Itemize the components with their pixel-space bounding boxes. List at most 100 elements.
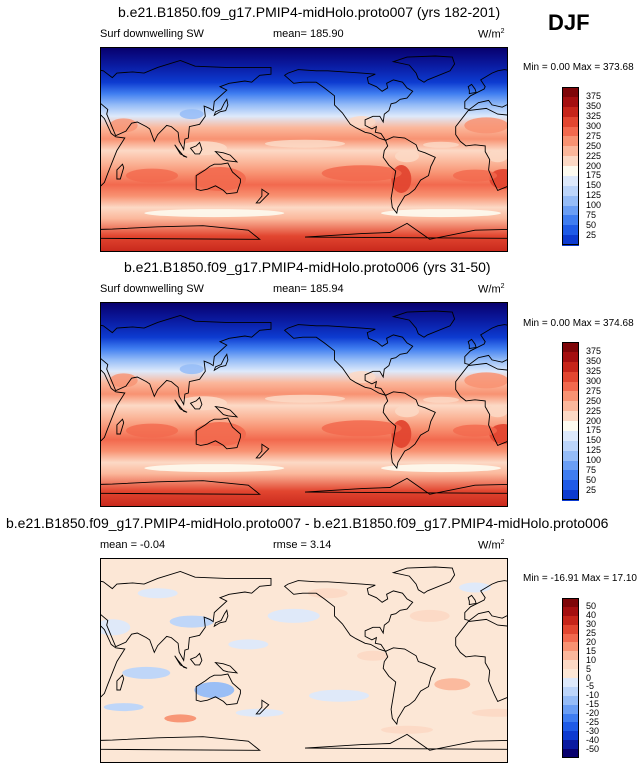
- feature-sahara: [464, 372, 507, 389]
- feature-australia-max: [194, 422, 246, 446]
- feature-amazon: [395, 150, 419, 163]
- panel3-coastlines: [101, 566, 507, 751]
- colorbar-tick-label: 200: [586, 415, 602, 426]
- coastline-uk: [467, 594, 477, 606]
- panel3-colorbar: [562, 598, 579, 759]
- colorbar-tick-label: 50: [586, 601, 597, 612]
- colorbar-segment: [562, 361, 579, 373]
- colorbar-tick-label: 100: [586, 200, 602, 210]
- coastline-africa: [455, 107, 507, 191]
- coastline-eurasia: [101, 315, 272, 406]
- colorbar-tick-label: 375: [586, 346, 602, 357]
- colorbar-segment: [562, 371, 579, 382]
- colorbar-tick-label: 30: [586, 619, 597, 630]
- panel1-field: [101, 48, 507, 251]
- coastline-eurasia: [464, 69, 507, 110]
- feature-diff-patch: [309, 689, 369, 702]
- colorbar-segment: [562, 749, 579, 759]
- feature-southern-ocean-band: [381, 209, 501, 218]
- coastline-greenland: [391, 55, 456, 83]
- coastline-eurasia: [101, 60, 272, 151]
- feature-s-pacific-high: [321, 420, 402, 437]
- coastline-samerica: [382, 136, 436, 215]
- coastline-australia: [195, 417, 241, 450]
- panel3-map-svg: [101, 559, 507, 762]
- colorbar-segment: [562, 116, 579, 127]
- colorbar-tick-label: 5: [586, 663, 592, 674]
- colorbar-segment: [562, 87, 579, 98]
- panel1-coastlines: [101, 55, 507, 240]
- colorbar-tick-label: 125: [586, 190, 602, 201]
- feature-diff-patch: [235, 708, 284, 717]
- panel3-units: W/m2: [478, 539, 505, 552]
- colorbar-segment: [562, 624, 579, 635]
- coastline-africa: [455, 618, 507, 702]
- feature-congo: [487, 405, 507, 418]
- coastline-africa: [455, 362, 507, 446]
- colorbar-segment: [562, 713, 579, 723]
- coastline-namerica: [283, 69, 414, 142]
- panel1-colorbar: [562, 87, 579, 246]
- panel3-features: [101, 582, 507, 734]
- colorbar-segment: [562, 642, 579, 652]
- coastline-eurasia: [464, 324, 507, 365]
- colorbar-outline: [562, 87, 579, 245]
- feature-diff-patch: [381, 725, 433, 734]
- panel1-map-svg: [101, 48, 507, 251]
- colorbar-tick-label: -25: [586, 716, 600, 727]
- feature-maritime-continent: [179, 141, 227, 156]
- feature-diff-patch: [169, 615, 214, 628]
- colorbar-segment: [562, 651, 579, 661]
- colorbar-segment: [562, 695, 579, 706]
- feature-australia-max: [194, 167, 246, 191]
- colorbar-segment: [562, 704, 579, 715]
- panel1-variable: Surf downwelling SW: [100, 28, 204, 40]
- feature-diff-patch: [307, 588, 348, 599]
- panel3-title: b.e21.B1850.f09_g17.PMIP4-midHolo.proto0…: [6, 515, 609, 531]
- colorbar-segment: [562, 205, 579, 216]
- feature-diff-patch: [471, 708, 507, 717]
- colorbar-segment: [562, 460, 579, 471]
- colorbar-segment: [562, 351, 579, 363]
- feature-itcz-pacific: [265, 139, 345, 148]
- feature-indian-high: [126, 423, 178, 438]
- season-label: DJF: [548, 10, 590, 35]
- feature-mexico: [347, 371, 376, 383]
- colorbar-tick-label: 275: [586, 130, 602, 141]
- colorbar-tick-label: -50: [586, 743, 600, 754]
- colorbar-segment: [562, 225, 579, 236]
- coastline-samerica: [382, 391, 436, 470]
- panel3-minmax: Min = -16.91 Max = 17.10: [523, 573, 637, 584]
- feature-itcz-pacific: [265, 394, 345, 403]
- colorbar-tick-label: 75: [586, 464, 597, 475]
- colorbar-segment: [562, 235, 579, 246]
- coastline-uk: [467, 338, 477, 350]
- feature-china-cloud: [179, 364, 204, 375]
- colorbar-tick-label: -15: [586, 699, 600, 710]
- panel2-units: W/m2: [478, 283, 505, 296]
- colorbar-segment: [562, 678, 579, 688]
- coastline-nz: [255, 443, 270, 459]
- colorbar-segment: [562, 440, 579, 452]
- feature-diff-patch: [122, 666, 171, 679]
- coastline-japan: [213, 609, 229, 628]
- coastline-japan: [213, 353, 229, 372]
- feature-arabia: [109, 118, 138, 133]
- coastline-samerica: [382, 647, 436, 726]
- coastline-africa: [101, 625, 126, 698]
- coastline-greenland: [391, 310, 456, 338]
- feature-maritime-continent: [179, 396, 227, 411]
- colorbar-segment: [562, 342, 579, 353]
- panel1-features: [109, 109, 507, 218]
- colorbar-tick-label: 125: [586, 445, 602, 456]
- coastline-nguinea: [214, 661, 239, 674]
- colorbar-tick-label: -30: [586, 725, 600, 736]
- colorbar-tick-label: 75: [586, 209, 597, 220]
- colorbar-segment: [562, 480, 579, 491]
- coastline-sumatra: [174, 144, 188, 158]
- colorbar-segment: [562, 615, 579, 626]
- colorbar-tick-label: 175: [586, 425, 602, 436]
- colorbar-tick-label: 50: [586, 219, 597, 230]
- colorbar-segment: [562, 401, 579, 412]
- colorbar-tick-label: 250: [586, 140, 602, 151]
